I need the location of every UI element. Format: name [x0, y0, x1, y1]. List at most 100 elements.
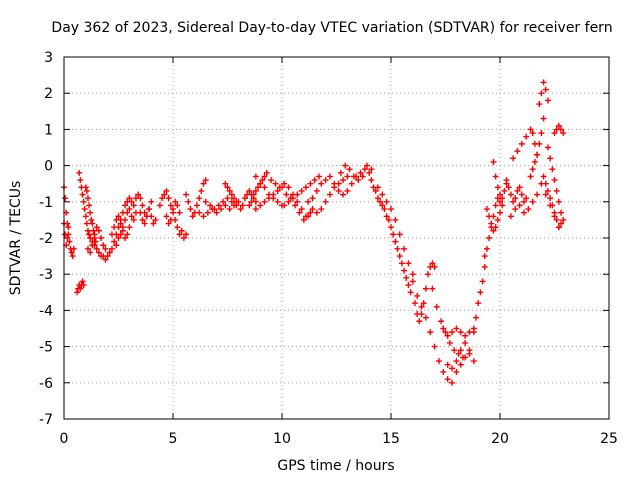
data-point — [87, 249, 94, 256]
data-point — [148, 213, 155, 220]
data-point — [202, 177, 209, 184]
data-point — [150, 220, 157, 227]
data-point — [115, 213, 122, 220]
data-point — [538, 180, 545, 187]
data-point — [62, 195, 69, 202]
data-point — [298, 187, 305, 194]
data-point — [529, 198, 536, 205]
data-point — [257, 180, 264, 187]
data-point — [396, 253, 403, 260]
data-point — [396, 231, 403, 238]
data-point — [66, 238, 73, 245]
data-point — [322, 177, 329, 184]
data-point — [307, 209, 314, 216]
data-point — [392, 238, 399, 245]
data-point — [451, 347, 458, 354]
y-tick-label: 3 — [44, 50, 53, 66]
data-point — [444, 332, 451, 339]
data-point — [390, 231, 397, 238]
data-point — [292, 202, 299, 209]
data-point — [220, 198, 227, 205]
data-point — [283, 191, 290, 198]
data-point — [265, 191, 272, 198]
data-point — [538, 90, 545, 97]
data-point — [252, 173, 259, 180]
data-point — [494, 184, 501, 191]
data-point — [462, 332, 469, 339]
data-point — [449, 379, 456, 386]
data-point — [538, 130, 545, 137]
data-point — [368, 166, 375, 173]
data-point — [405, 260, 412, 267]
data-point — [555, 198, 562, 205]
data-point — [335, 187, 342, 194]
data-point — [180, 235, 187, 241]
data-point — [176, 209, 183, 216]
data-point — [91, 231, 98, 238]
data-point — [202, 198, 209, 205]
data-point — [414, 292, 421, 299]
data-point — [100, 242, 107, 249]
data-point — [525, 206, 532, 213]
data-point — [222, 180, 229, 187]
data-point — [226, 206, 233, 213]
data-point — [344, 187, 351, 194]
data-point — [481, 253, 488, 260]
data-point — [440, 368, 447, 375]
data-point — [440, 325, 447, 332]
data-point — [152, 216, 159, 223]
data-point — [551, 130, 558, 137]
data-point — [540, 115, 547, 122]
data-point — [401, 267, 408, 274]
data-point — [540, 79, 547, 86]
data-point — [83, 187, 90, 194]
data-point — [176, 231, 183, 238]
data-point — [86, 202, 93, 209]
data-point — [178, 227, 185, 234]
data-point — [462, 339, 469, 346]
data-point — [348, 180, 355, 187]
data-point — [547, 195, 554, 202]
data-point — [174, 224, 181, 231]
y-tick-label: -4 — [39, 303, 53, 319]
data-point — [453, 368, 460, 375]
data-point — [527, 126, 534, 133]
y-tick-label: -2 — [39, 231, 53, 247]
data-point — [126, 195, 133, 202]
chart-title: Day 362 of 2023, Sidereal Day-to-day VTE… — [51, 20, 612, 36]
data-point — [108, 231, 115, 238]
data-point — [383, 213, 390, 220]
data-point — [492, 173, 499, 180]
data-point — [226, 187, 233, 194]
data-point — [431, 263, 438, 270]
data-point — [403, 274, 410, 281]
data-point — [119, 224, 126, 231]
data-point — [246, 187, 253, 194]
data-point — [534, 151, 541, 158]
data-point — [139, 216, 146, 223]
data-point — [558, 209, 565, 216]
y-tick-label: -3 — [39, 267, 53, 283]
data-point — [89, 242, 96, 249]
data-point — [536, 101, 543, 108]
data-point — [531, 158, 538, 165]
data-point — [185, 198, 192, 205]
data-point — [422, 285, 429, 292]
data-point — [148, 198, 155, 205]
data-point — [409, 271, 416, 278]
data-point — [313, 209, 320, 216]
data-point — [274, 187, 281, 194]
data-point — [126, 206, 133, 213]
data-point — [137, 209, 144, 216]
data-point — [313, 187, 320, 194]
data-point — [316, 173, 323, 180]
data-point — [497, 209, 503, 216]
data-point — [111, 238, 118, 245]
data-point — [374, 195, 381, 202]
data-point — [255, 184, 262, 191]
data-point — [68, 249, 75, 256]
axis-ticks — [63, 56, 610, 420]
data-point — [497, 191, 503, 198]
data-point — [207, 202, 214, 209]
data-point — [510, 155, 517, 162]
